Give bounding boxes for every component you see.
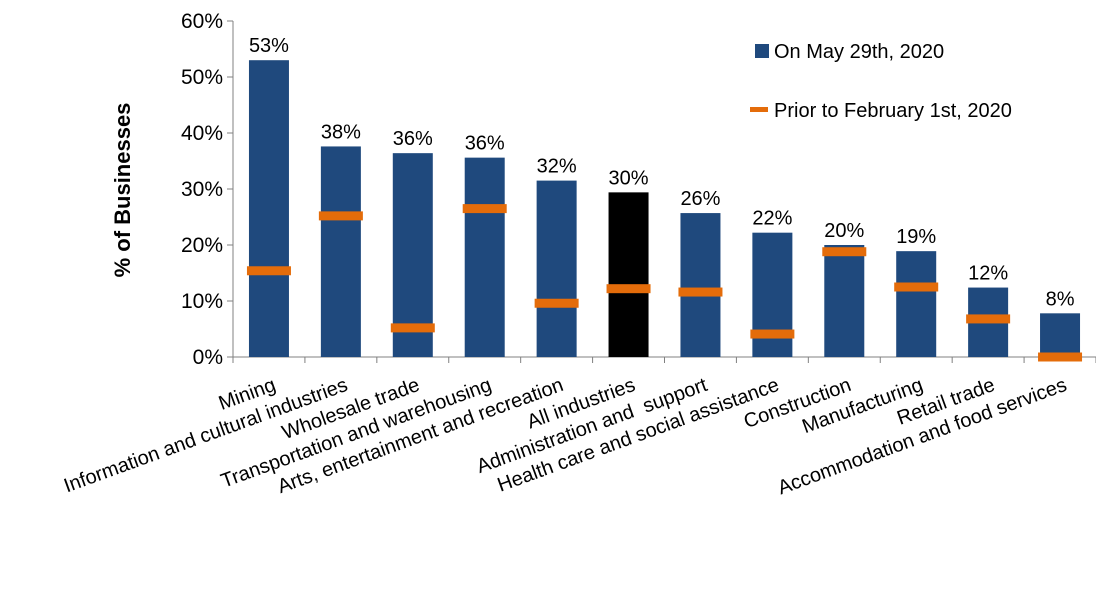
bar	[824, 245, 865, 357]
prior-marker	[966, 314, 1011, 324]
legend-swatch-marker	[750, 107, 768, 112]
prior-marker	[678, 287, 723, 297]
bar-value-label: 36%	[465, 133, 505, 155]
bar	[320, 146, 361, 357]
axes: 0% 10% 20% 30% 40% 50% 60%	[181, 10, 1096, 369]
bar	[392, 153, 433, 357]
prior-marker	[606, 284, 651, 294]
prior-marker	[750, 329, 795, 339]
y-axis-title: % of Businesses	[110, 103, 135, 278]
bars	[248, 60, 1081, 357]
prior-marker	[894, 282, 939, 292]
prior-marker	[1038, 352, 1083, 362]
legend-swatch-bar	[755, 44, 769, 58]
bar-value-label: 20%	[824, 220, 864, 242]
y-tick-label: 0%	[193, 346, 223, 369]
data-labels: 53% 38% 36% 36% 32% 30% 26% 22% 20% 19% 12% 8%	[249, 35, 1075, 310]
prior-marker	[822, 247, 867, 257]
bar	[536, 180, 577, 357]
bar	[464, 157, 505, 357]
bar-value-label: 12%	[968, 263, 1008, 285]
prior-marker	[390, 323, 435, 333]
bar-value-label: 30%	[609, 167, 649, 189]
legend-label-marker: Prior to February 1st, 2020	[774, 100, 1012, 122]
bar	[896, 251, 937, 357]
y-tick-label: 30%	[181, 178, 223, 201]
prior-marker	[462, 204, 507, 214]
legend: On May 29th, 2020 Prior to February 1st,…	[750, 41, 1012, 122]
bar	[680, 213, 721, 357]
legend-label-bar: On May 29th, 2020	[774, 41, 944, 63]
bar	[608, 192, 649, 357]
y-tick-label: 40%	[181, 122, 223, 145]
prior-marker	[246, 266, 291, 276]
bar-value-label: 26%	[680, 188, 720, 210]
y-tick-label: 50%	[181, 66, 223, 89]
bar-value-label: 32%	[537, 156, 577, 178]
bar-value-label: 19%	[896, 226, 936, 248]
y-tick-label: 20%	[181, 234, 223, 257]
bar-value-label: 38%	[321, 121, 361, 143]
prior-marker	[318, 211, 363, 221]
bar-value-label: 53%	[249, 35, 289, 57]
bar-value-label: 22%	[752, 208, 792, 230]
bar	[248, 60, 289, 357]
bar-value-label: 8%	[1046, 288, 1075, 310]
y-tick-label: 60%	[181, 10, 223, 33]
prior-marker	[534, 298, 579, 308]
bar	[1040, 313, 1081, 357]
y-tick-label: 10%	[181, 290, 223, 313]
bar-value-label: 36%	[393, 128, 433, 150]
prior-markers	[246, 204, 1083, 362]
